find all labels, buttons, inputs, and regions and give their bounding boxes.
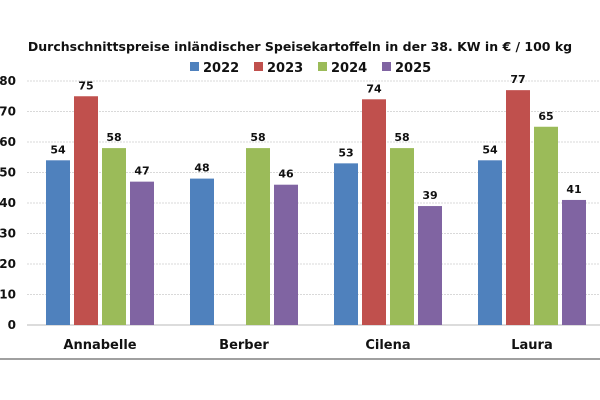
bar-2023-cilena [362, 99, 386, 325]
data-label: 53 [338, 146, 353, 159]
bar-2024-laura [534, 126, 558, 325]
legend-item-2023: 2023 [254, 61, 303, 76]
y-tick-label: 10 [0, 288, 16, 302]
data-label: 46 [278, 168, 294, 181]
data-label: 39 [422, 189, 437, 202]
chart-title: Durchschnittspreise inländischer Speisek… [28, 39, 572, 54]
data-label: 75 [78, 79, 93, 92]
data-label: 65 [538, 110, 553, 123]
y-tick-label: 60 [0, 135, 16, 149]
data-label: 77 [510, 73, 525, 86]
data-label: 41 [566, 183, 581, 196]
data-label: 54 [482, 143, 498, 156]
legend-swatch [382, 62, 391, 71]
legend-label: 2022 [203, 61, 239, 76]
data-label: 58 [394, 131, 409, 144]
bar-2022-cilena [334, 163, 358, 325]
legend-item-2022: 2022 [190, 61, 239, 76]
legend-label: 2023 [267, 61, 303, 76]
bar-2023-annabelle [74, 96, 98, 325]
x-axis: Annabelle Berber Cilena Laura [63, 338, 552, 353]
y-tick-label: 80 [0, 74, 16, 88]
bar-2025-annabelle [130, 181, 154, 325]
bar-2024-cilena [390, 148, 414, 325]
bar-2025-cilena [418, 206, 442, 325]
bar-2022-annabelle [46, 160, 70, 325]
legend-swatch [190, 62, 199, 71]
x-tick-label: Annabelle [63, 338, 136, 353]
bar-2025-berber [274, 184, 298, 325]
x-tick-label: Laura [511, 338, 553, 353]
legend: 2022 2023 2024 2025 [190, 61, 431, 76]
legend-swatch [254, 62, 263, 71]
y-axis: 0 10 20 30 40 50 60 70 80 [0, 74, 16, 332]
y-tick-label: 20 [0, 257, 16, 271]
data-label: 48 [194, 162, 209, 175]
data-labels: 54 48 53 54 75 74 77 58 58 58 65 47 46 39 41 [50, 73, 581, 202]
legend-item-2025: 2025 [382, 61, 431, 76]
data-label: 47 [134, 165, 149, 178]
bars [46, 90, 586, 326]
y-tick-label: 30 [0, 227, 16, 241]
bar-2022-berber [190, 178, 214, 325]
legend-label: 2024 [331, 61, 367, 76]
y-tick-label: 40 [0, 196, 16, 210]
data-label: 58 [106, 131, 121, 144]
bar-2024-berber [246, 148, 270, 325]
data-label: 74 [366, 82, 382, 95]
bar-2024-annabelle [102, 148, 126, 325]
y-tick-label: 0 [8, 318, 16, 332]
legend-swatch [318, 62, 327, 71]
legend-item-2024: 2024 [318, 61, 367, 76]
y-tick-label: 70 [0, 105, 16, 119]
bar-2023-laura [506, 90, 530, 326]
bar-2022-laura [478, 160, 502, 325]
data-label: 58 [250, 131, 265, 144]
y-tick-label: 50 [0, 166, 16, 180]
legend-label: 2025 [395, 61, 431, 76]
x-tick-label: Berber [219, 338, 269, 353]
bar-2025-laura [562, 199, 586, 325]
data-label: 54 [50, 143, 66, 156]
gridlines [27, 80, 600, 326]
x-tick-label: Cilena [365, 338, 410, 353]
